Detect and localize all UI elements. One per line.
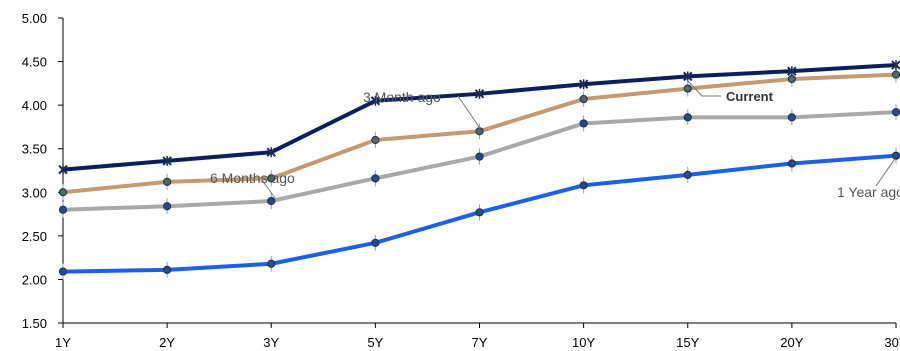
y-tick-label: 3.00	[22, 185, 47, 200]
data-point	[683, 166, 692, 183]
data-point	[891, 147, 900, 164]
callout-leader	[685, 78, 721, 97]
x-tick-label: 7Y	[472, 335, 488, 350]
data-point	[683, 109, 692, 126]
callouts: 3 Month ago 6 Months ago Current 1 Year ago	[210, 78, 900, 200]
data-point	[891, 66, 900, 83]
x-tick-label: 10Y	[572, 335, 595, 350]
data-point	[474, 88, 485, 99]
data-point	[891, 60, 900, 71]
series-3-month-ago	[58, 66, 900, 201]
y-tick-label: 2.50	[22, 229, 47, 244]
data-point	[370, 95, 381, 106]
data-point	[579, 91, 588, 108]
x-tick-label: 15Y	[676, 335, 699, 350]
callout-current: Current	[685, 78, 774, 104]
data-point	[267, 255, 276, 272]
x-tick-label: 20Y	[780, 335, 803, 350]
series-current	[58, 60, 900, 175]
data-point	[58, 184, 68, 201]
callout-leader	[875, 158, 896, 187]
y-tick-label: 4.00	[22, 98, 47, 113]
data-point	[163, 173, 172, 190]
data-point	[787, 66, 797, 77]
data-point	[475, 148, 484, 165]
data-point	[163, 261, 172, 278]
callout-label: Current	[726, 89, 774, 104]
series-layer	[58, 60, 900, 280]
data-point	[891, 104, 900, 121]
x-axis-ticks: 1Y 2Y 3Y 5Y 7Y 10Y 15Y 20Y 30Y	[55, 323, 900, 350]
data-point	[371, 234, 380, 251]
callout-label: 3 Month ago	[363, 89, 441, 105]
data-point	[475, 123, 484, 140]
y-tick-label: 1.50	[22, 316, 47, 331]
y-tick-label: 5.00	[22, 11, 47, 26]
callout-leader	[261, 179, 276, 199]
callout-label: 1 Year ago	[837, 184, 900, 200]
y-tick-label: 4.50	[22, 55, 47, 70]
data-point	[475, 204, 484, 221]
data-point	[787, 109, 796, 126]
data-point	[578, 79, 589, 90]
data-point	[787, 155, 796, 172]
x-tick-label: 3Y	[263, 335, 279, 350]
data-point	[58, 263, 68, 280]
data-point	[579, 115, 588, 132]
y-tick-label: 2.00	[22, 272, 47, 287]
data-point	[58, 164, 68, 175]
callout-leader	[457, 95, 481, 129]
y-tick-label: 3.50	[22, 142, 47, 157]
data-point	[683, 71, 693, 82]
series-6-months-ago	[58, 104, 900, 218]
callout-1-year-ago: 1 Year ago	[837, 158, 900, 200]
data-point	[266, 147, 276, 158]
data-point	[371, 170, 380, 187]
data-point	[371, 132, 380, 148]
axes	[62, 18, 896, 324]
data-point	[163, 198, 172, 215]
x-tick-label: 30Y	[884, 335, 900, 350]
callout-3-month-ago: 3 Month ago	[363, 89, 481, 129]
series-1-year-ago	[58, 147, 900, 280]
callout-label: 6 Months ago	[210, 170, 295, 186]
callout-6-months-ago: 6 Months ago	[210, 170, 295, 199]
data-point	[162, 155, 172, 166]
data-point	[579, 177, 588, 194]
data-point	[683, 80, 692, 97]
y-axis-ticks: 1.50 2.00 2.50 3.00 3.50 4.00 4.50 5.00	[22, 11, 63, 331]
x-tick-label: 1Y	[55, 335, 71, 350]
data-point	[267, 170, 276, 187]
x-tick-label: 5Y	[367, 335, 383, 350]
data-point	[267, 193, 276, 209]
data-point	[58, 201, 68, 218]
x-tick-label: 2Y	[159, 335, 175, 350]
